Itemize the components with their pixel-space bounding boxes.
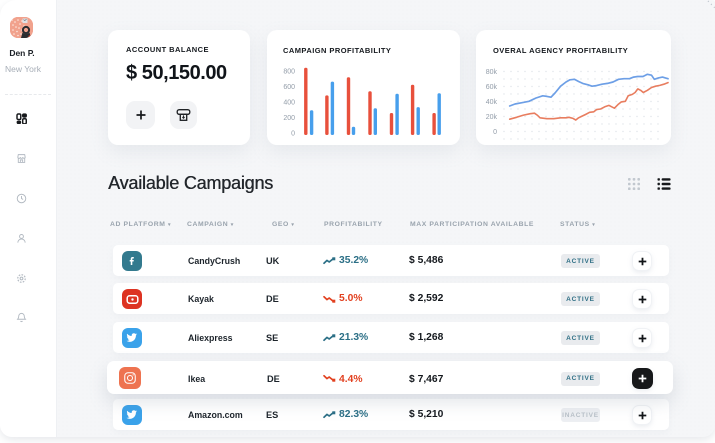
svg-text:20k: 20k (486, 114, 498, 121)
svg-text:40k: 40k (486, 99, 498, 106)
svg-text:80k: 80k (486, 69, 498, 76)
svg-text:400: 400 (283, 100, 295, 107)
svg-text:0: 0 (291, 131, 295, 138)
svg-text:600: 600 (283, 84, 295, 91)
svg-text:800: 800 (283, 69, 295, 76)
svg-text:0: 0 (493, 129, 497, 136)
svg-text:200: 200 (283, 115, 295, 122)
svg-text:60k: 60k (486, 84, 498, 91)
